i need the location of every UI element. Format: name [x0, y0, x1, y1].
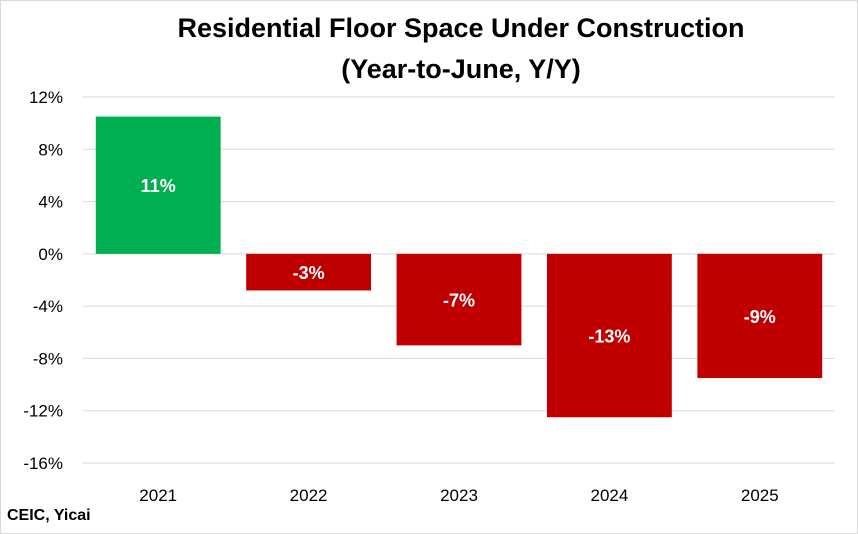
- data-label-2022: -3%: [293, 263, 325, 283]
- bar-2023: [396, 253, 522, 346]
- y-tick-label: -16%: [23, 454, 63, 473]
- data-label-2021: 11%: [141, 176, 176, 196]
- bar-2025: [697, 253, 823, 379]
- y-tick-label: -4%: [33, 297, 63, 316]
- bar-2022: [246, 253, 372, 291]
- bars: [95, 116, 823, 418]
- x-tick-label: 2023: [440, 486, 478, 505]
- y-tick-label: 4%: [38, 193, 63, 212]
- y-tick-label: -12%: [23, 402, 63, 421]
- y-tick-label: -8%: [33, 349, 63, 368]
- data-label-2024: -13%: [588, 327, 630, 347]
- x-tick-label: 2024: [590, 486, 628, 505]
- chart-subtitle: (Year-to-June, Y/Y): [341, 54, 581, 84]
- x-axis-ticks: 2021 2022 2023 2024 2025: [139, 486, 778, 505]
- chart-title: Residential Floor Space Under Constructi…: [177, 13, 744, 43]
- source-note: CEIC, Yicai: [7, 507, 91, 524]
- data-label-2023: -7%: [443, 291, 475, 311]
- data-labels: 11% -3% -7% -13% -9%: [141, 176, 776, 346]
- y-axis-ticks: 12% 8% 4% 0% -4% -8% -12% -16%: [23, 88, 63, 473]
- y-tick-label: 12%: [29, 88, 63, 107]
- data-label-2025: -9%: [744, 307, 776, 327]
- x-tick-label: 2025: [741, 486, 779, 505]
- y-tick-label: 0%: [38, 245, 63, 264]
- x-tick-label: 2021: [139, 486, 177, 505]
- bar-2021: [95, 116, 221, 254]
- bar-2024: [546, 253, 672, 418]
- y-tick-label: 8%: [38, 140, 63, 159]
- x-tick-label: 2022: [290, 486, 328, 505]
